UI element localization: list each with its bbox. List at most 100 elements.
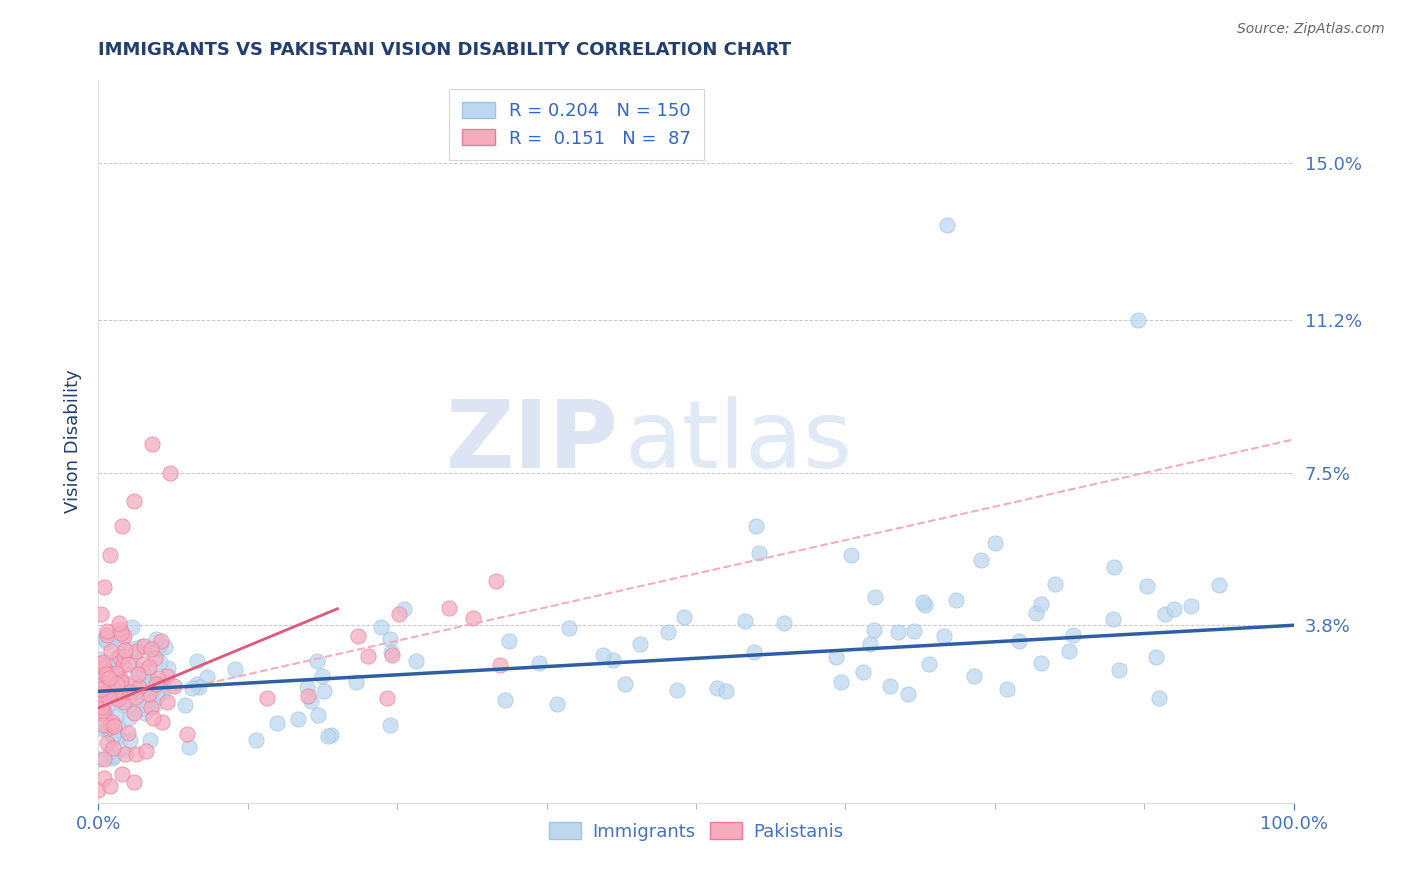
Point xyxy=(1144,650,1167,665)
Point xyxy=(87,752,110,766)
Point xyxy=(89,657,111,671)
Point xyxy=(90,700,112,714)
Point xyxy=(125,684,148,698)
Point xyxy=(181,681,204,695)
Point xyxy=(224,662,246,676)
Point xyxy=(121,698,143,713)
Point xyxy=(156,661,179,675)
Point xyxy=(377,690,399,705)
Point xyxy=(153,640,176,654)
Point xyxy=(107,730,129,744)
Point xyxy=(98,779,122,793)
Point xyxy=(108,684,131,698)
Point xyxy=(287,712,309,726)
Point xyxy=(305,654,328,668)
Point xyxy=(124,775,146,789)
Point xyxy=(131,684,153,698)
Point xyxy=(546,698,568,712)
Point xyxy=(748,546,770,560)
Point xyxy=(94,629,117,643)
Point xyxy=(381,648,404,662)
Point xyxy=(136,665,159,680)
Point xyxy=(110,675,132,690)
Point xyxy=(112,658,135,673)
Point xyxy=(176,727,198,741)
Point xyxy=(93,661,115,675)
Point xyxy=(136,698,159,713)
Point xyxy=(93,580,115,594)
Point xyxy=(110,626,132,640)
Point xyxy=(89,682,111,697)
Point xyxy=(93,694,115,708)
Point xyxy=(138,687,160,701)
Point xyxy=(124,494,146,508)
Point xyxy=(879,679,901,693)
Point xyxy=(498,634,520,648)
Point xyxy=(186,677,208,691)
Point xyxy=(96,671,118,685)
Point xyxy=(103,749,125,764)
Point xyxy=(852,665,875,680)
Point xyxy=(984,535,1007,549)
Point xyxy=(111,675,134,690)
Point xyxy=(122,675,145,690)
Point xyxy=(887,625,910,640)
Point xyxy=(103,720,125,734)
Point xyxy=(1128,312,1150,326)
Point xyxy=(93,771,115,785)
Point xyxy=(110,636,132,650)
Point xyxy=(1043,577,1066,591)
Point xyxy=(145,686,167,700)
Point xyxy=(734,614,756,628)
Point xyxy=(114,747,136,761)
Point xyxy=(666,683,689,698)
Point xyxy=(706,681,728,695)
Point xyxy=(1147,691,1170,706)
Point xyxy=(266,715,288,730)
Point xyxy=(963,669,986,683)
Text: atlas: atlas xyxy=(624,395,852,488)
Point xyxy=(112,649,135,664)
Text: ZIP: ZIP xyxy=(446,395,619,488)
Point xyxy=(1208,578,1230,592)
Point xyxy=(1029,597,1052,611)
Point xyxy=(187,680,209,694)
Point xyxy=(141,640,163,655)
Point xyxy=(143,650,166,665)
Point xyxy=(387,607,409,621)
Point xyxy=(91,707,114,722)
Point xyxy=(841,548,863,562)
Point xyxy=(96,624,118,638)
Point xyxy=(135,744,157,758)
Point xyxy=(90,681,112,696)
Point xyxy=(141,436,163,450)
Point xyxy=(311,669,333,683)
Point xyxy=(356,648,378,663)
Point xyxy=(90,678,112,692)
Point xyxy=(97,721,120,735)
Point xyxy=(592,648,614,663)
Point xyxy=(97,690,120,705)
Point xyxy=(91,718,114,732)
Point xyxy=(101,740,124,755)
Point xyxy=(98,548,122,562)
Point xyxy=(143,698,166,712)
Point xyxy=(93,694,115,708)
Point xyxy=(97,688,120,702)
Point xyxy=(461,611,484,625)
Point xyxy=(1104,560,1126,574)
Point xyxy=(89,652,111,666)
Point xyxy=(131,701,153,715)
Point xyxy=(673,609,696,624)
Point xyxy=(145,676,167,690)
Point xyxy=(1180,599,1202,614)
Point xyxy=(299,694,322,708)
Point xyxy=(118,710,141,724)
Point xyxy=(97,672,120,686)
Point xyxy=(146,671,169,685)
Point xyxy=(494,693,516,707)
Point xyxy=(104,665,127,680)
Point xyxy=(139,699,162,714)
Point xyxy=(111,632,134,646)
Point xyxy=(90,706,112,721)
